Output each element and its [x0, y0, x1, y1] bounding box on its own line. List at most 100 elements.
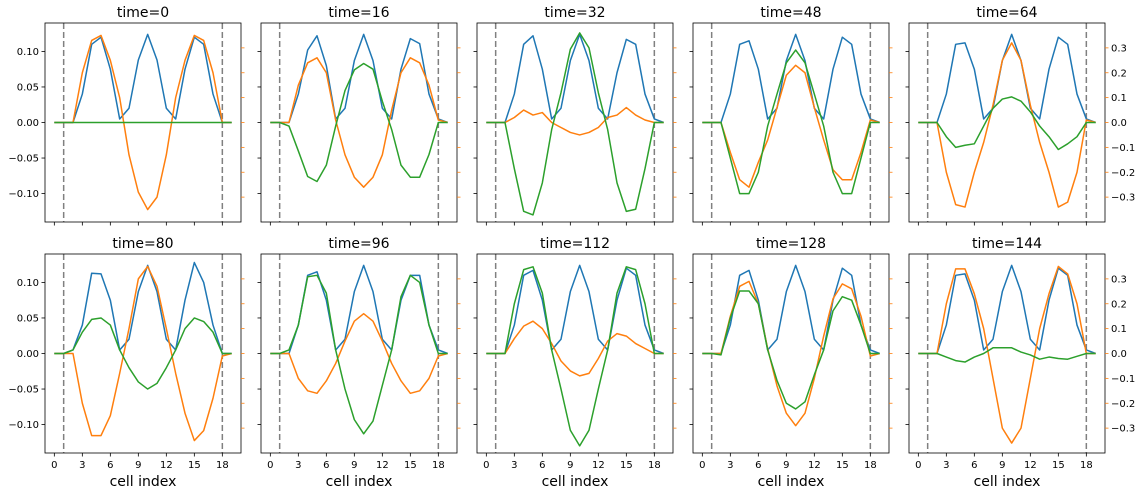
left-y-tick-label: −0.10: [8, 189, 39, 200]
panel-title: time=128: [756, 236, 826, 252]
series-line-blue: [54, 33, 232, 124]
x-tick-label: 6: [539, 460, 545, 471]
series-line-orange: [486, 320, 664, 377]
series-line-blue: [270, 264, 448, 355]
series-line-blue: [486, 33, 664, 124]
series-line-orange: [702, 64, 880, 188]
axes-frame: [260, 253, 458, 454]
x-tick-label: 0: [915, 460, 921, 471]
panel-title: time=64: [976, 5, 1037, 21]
left-y-tick-label: 0.05: [17, 82, 39, 93]
x-tick-label: 6: [323, 460, 329, 471]
x-tick-label: 18: [1080, 460, 1093, 471]
x-tick-label: 6: [107, 460, 113, 471]
right-y-tick-label: 0.0: [1111, 349, 1127, 360]
right-y-tick-label: 0.1: [1111, 324, 1127, 335]
series-line-orange: [486, 106, 664, 136]
x-tick-label: 3: [295, 460, 301, 471]
right-y-tick-label: 0.2: [1111, 299, 1127, 310]
right-y-tick-label: 0.3: [1111, 43, 1127, 54]
panel-8: time=112 0 3 6 9 12 15 18 cell index: [473, 236, 677, 490]
right-y-tick-label: 0.0: [1111, 118, 1127, 129]
panel-title: time=48: [760, 5, 821, 21]
series-line-green: [486, 32, 664, 216]
x-tick-label: 12: [592, 460, 605, 471]
series-line-green: [918, 347, 1096, 363]
x-tick-label: 6: [755, 460, 761, 471]
series-line-orange: [918, 265, 1096, 444]
left-y-tick-label: −0.10: [8, 420, 39, 431]
panel-1: time=0 −0.10 −0.05 0.00 0.05 0.10: [8, 5, 245, 226]
x-tick-label: 9: [567, 460, 573, 471]
series-line-blue: [702, 264, 880, 355]
series-line-green: [918, 96, 1096, 151]
x-tick-label: 9: [999, 460, 1005, 471]
series-line-green: [270, 274, 448, 435]
panel-7: time=96 0 3 6 9 12 15 18 cell index: [257, 236, 461, 490]
series-line-blue: [54, 261, 232, 355]
x-tick-label: 3: [943, 460, 949, 471]
right-y-tick-label: −0.2: [1111, 399, 1135, 410]
left-y-tick-label: 0.00: [17, 118, 39, 129]
series-line-green: [486, 266, 664, 447]
left-y-tick-label: 0.10: [17, 47, 39, 58]
right-y-tick-label: −0.3: [1111, 193, 1135, 204]
x-tick-label: 15: [404, 460, 417, 471]
right-y-tick-label: −0.1: [1111, 374, 1135, 385]
x-tick-label: 12: [1024, 460, 1037, 471]
right-y-tick-label: 0.2: [1111, 68, 1127, 79]
left-y-tick-label: 0.10: [17, 278, 39, 289]
panel-3: time=32: [473, 5, 677, 226]
left-y-tick-label: −0.05: [8, 154, 39, 165]
x-tick-label: 9: [783, 460, 789, 471]
x-tick-label: 18: [648, 460, 661, 471]
series-line-orange: [918, 42, 1096, 208]
series-line-green: [702, 290, 880, 410]
panel-title: time=16: [328, 5, 389, 21]
axes-frame: [476, 253, 674, 454]
panel-title: time=0: [117, 5, 169, 21]
series-line-blue: [918, 264, 1096, 355]
x-axis-label: cell index: [326, 474, 393, 490]
left-y-tick-label: −0.05: [8, 385, 39, 396]
right-y-tick-label: −0.2: [1111, 168, 1135, 179]
x-tick-label: 15: [620, 460, 633, 471]
series-line-orange: [54, 265, 232, 442]
series-line-orange: [270, 57, 448, 188]
x-tick-label: 6: [971, 460, 977, 471]
series-line-blue: [486, 264, 664, 355]
right-y-tick-label: −0.3: [1111, 424, 1135, 435]
panel-title: time=96: [328, 236, 389, 252]
x-tick-label: 9: [351, 460, 357, 471]
x-tick-label: 0: [483, 460, 489, 471]
panel-title: time=144: [972, 236, 1042, 252]
axes-frame: [692, 253, 890, 454]
x-tick-label: 3: [79, 460, 85, 471]
x-tick-label: 15: [836, 460, 849, 471]
x-tick-label: 0: [51, 460, 57, 471]
x-axis-label: cell index: [758, 474, 825, 490]
right-y-tick-label: −0.1: [1111, 143, 1135, 154]
panel-6: time=80 0 3 6 9 12 15 18 cell index −0.10 −0.05 0.0…: [8, 236, 245, 490]
x-axis-label: cell index: [974, 474, 1041, 490]
panel-5: time=64 −0.3 −0.2 −0.1 0.0 0.1 0.2 0.3: [905, 5, 1135, 226]
series-line-blue: [918, 33, 1096, 124]
x-axis-label: cell index: [542, 474, 609, 490]
series-line-green: [702, 49, 880, 195]
series-line-orange: [54, 34, 232, 211]
panel-title: time=80: [112, 236, 173, 252]
panel-10: time=144 0 3 6 9 12 15 18 cell index −0.3 −0.2 −0.1…: [905, 236, 1135, 490]
x-axis-label: cell index: [110, 474, 177, 490]
series-line-blue: [702, 33, 880, 124]
x-tick-label: 12: [808, 460, 821, 471]
x-tick-label: 0: [699, 460, 705, 471]
x-tick-label: 18: [216, 460, 229, 471]
right-y-tick-label: 0.1: [1111, 93, 1127, 104]
right-y-tick-label: 0.3: [1111, 274, 1127, 285]
axes-frame: [692, 22, 890, 223]
x-tick-label: 3: [511, 460, 517, 471]
panel-title: time=112: [540, 236, 610, 252]
panel-9: time=128 0 3 6 9 12 15 18 cell index: [689, 236, 893, 490]
x-tick-label: 15: [188, 460, 201, 471]
